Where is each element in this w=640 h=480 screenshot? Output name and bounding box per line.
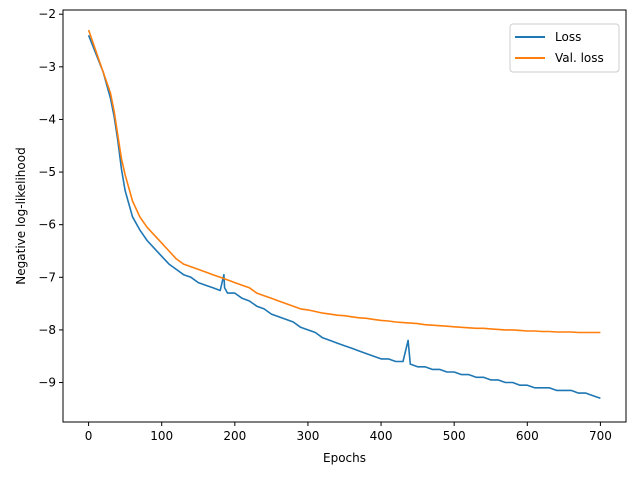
legend: Loss Val. loss [509, 23, 620, 73]
y-tick-label: −2 [38, 7, 56, 21]
x-axis: 0 100 200 300 400 500 600 700 [85, 422, 612, 443]
x-tick-label: 500 [443, 429, 466, 443]
x-axis-label: Epochs [323, 451, 366, 465]
legend-label-loss: Loss [555, 30, 581, 44]
x-tick-label: 200 [223, 429, 246, 443]
y-tick-label: −8 [38, 323, 56, 337]
series-line-val-loss [87, 29, 601, 334]
series-line-loss [87, 35, 601, 400]
x-tick-label: 0 [85, 429, 93, 443]
x-tick-label: 400 [370, 429, 393, 443]
y-tick-label: −3 [38, 60, 56, 74]
x-tick-label: 700 [589, 429, 612, 443]
y-axis-label: Negative log-likelihood [14, 147, 28, 284]
x-tick-label: 300 [296, 429, 319, 443]
x-tick-label: 100 [150, 429, 173, 443]
y-axis: −9 −8 −7 −6 −5 −4 −3 −2 [38, 7, 63, 390]
y-tick-label: −6 [38, 218, 56, 232]
y-tick-label: −4 [38, 112, 56, 126]
legend-label-val-loss: Val. loss [555, 51, 604, 65]
plot-frame [62, 9, 627, 423]
y-tick-label: −7 [38, 270, 56, 284]
x-tick-label: 600 [516, 429, 539, 443]
plot-lines [87, 29, 601, 400]
y-tick-label: −5 [38, 165, 56, 179]
y-tick-label: −9 [38, 376, 56, 390]
